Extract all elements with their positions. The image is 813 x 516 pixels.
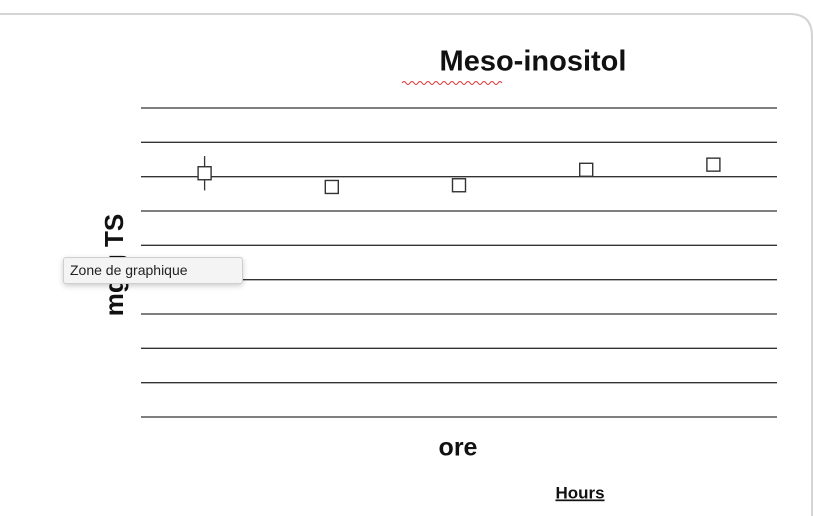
marker xyxy=(197,166,212,181)
marker xyxy=(706,157,721,172)
marker xyxy=(324,179,339,195)
chart-frame xyxy=(0,13,813,516)
marker xyxy=(451,178,467,193)
x-axis-label: ore xyxy=(439,434,478,462)
marker xyxy=(579,162,594,178)
spell-underline xyxy=(401,81,503,85)
x-axis-sublabel: Hours xyxy=(555,483,604,502)
chart-title: Meso-inositol xyxy=(440,46,627,78)
tooltip: Zone de graphique xyxy=(63,257,243,284)
